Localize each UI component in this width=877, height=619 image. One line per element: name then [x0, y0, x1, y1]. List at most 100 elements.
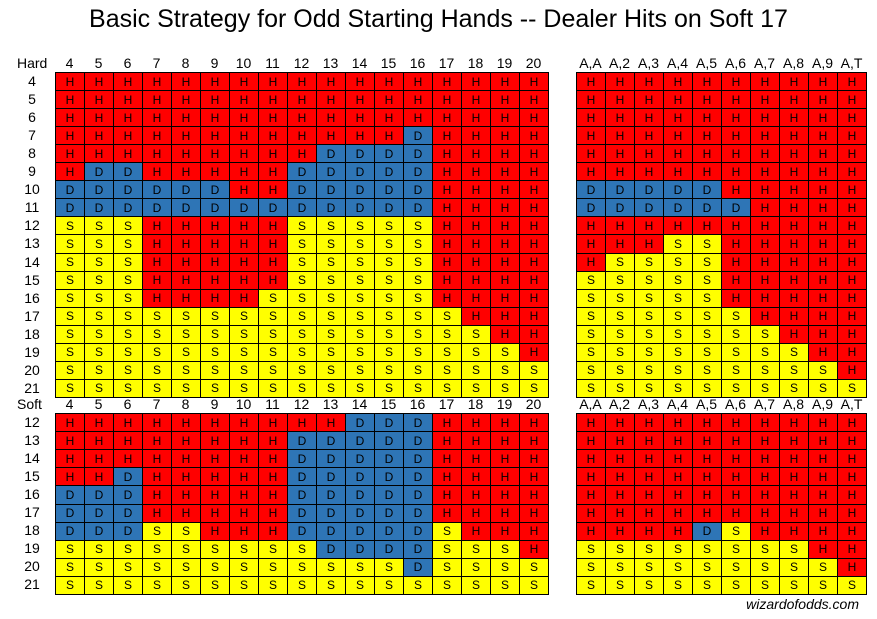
row-header: 18: [24, 522, 40, 539]
strategy-cell: S: [635, 325, 663, 343]
strategy-cell: H: [433, 486, 461, 504]
strategy-cell: D: [346, 181, 374, 199]
strategy-cell: H: [230, 468, 258, 486]
strategy-cell: H: [635, 145, 663, 163]
strategy-cell: D: [606, 199, 634, 217]
strategy-cell: S: [664, 361, 692, 379]
column-header: 4: [65, 396, 74, 412]
row-header: 18: [24, 325, 40, 342]
strategy-cell: S: [143, 379, 171, 397]
strategy-cell: H: [693, 73, 721, 91]
strategy-cell: S: [491, 558, 519, 576]
strategy-cell: H: [780, 127, 808, 145]
strategy-cell: H: [664, 127, 692, 145]
strategy-cell: S: [751, 540, 779, 558]
strategy-cell: S: [114, 235, 142, 253]
strategy-cell: S: [317, 343, 345, 361]
strategy-cell: S: [259, 540, 287, 558]
strategy-cell: S: [780, 343, 808, 361]
strategy-cell: H: [722, 486, 750, 504]
strategy-cell: D: [85, 486, 113, 504]
strategy-cell: S: [56, 271, 84, 289]
strategy-cell: H: [780, 145, 808, 163]
column-header: A,2: [608, 55, 630, 71]
strategy-cell: H: [780, 504, 808, 522]
strategy-cell: S: [346, 558, 374, 576]
strategy-cell: D: [577, 199, 605, 217]
row-header: 11: [24, 199, 40, 216]
strategy-cell: H: [491, 325, 519, 343]
column-header: 15: [380, 396, 397, 412]
strategy-cell: H: [85, 468, 113, 486]
strategy-cell: S: [375, 379, 403, 397]
strategy-cell: H: [433, 199, 461, 217]
strategy-cell: S: [172, 558, 200, 576]
strategy-cell: H: [230, 235, 258, 253]
strategy-cell: S: [230, 361, 258, 379]
strategy-cell: H: [259, 486, 287, 504]
strategy-cell: H: [664, 217, 692, 235]
strategy-cell: H: [577, 253, 605, 271]
strategy-cell: H: [201, 414, 229, 432]
strategy-cell: S: [288, 379, 316, 397]
strategy-cell: H: [635, 522, 663, 540]
strategy-cell: S: [606, 253, 634, 271]
strategy-cell: S: [85, 558, 113, 576]
strategy-cell: H: [520, 271, 548, 289]
strategy-cell: H: [635, 91, 663, 109]
strategy-cell: S: [143, 522, 171, 540]
strategy-cell: H: [577, 486, 605, 504]
strategy-cell: H: [462, 181, 490, 199]
strategy-cell: H: [606, 522, 634, 540]
strategy-cell: H: [751, 522, 779, 540]
strategy-cell: H: [462, 127, 490, 145]
strategy-cell: H: [606, 91, 634, 109]
strategy-cell: S: [56, 217, 84, 235]
strategy-cell: S: [433, 540, 461, 558]
strategy-cell: S: [346, 361, 374, 379]
strategy-cell: S: [577, 325, 605, 343]
strategy-cell: H: [259, 181, 287, 199]
strategy-cell: S: [664, 289, 692, 307]
strategy-cell: H: [433, 163, 461, 181]
strategy-cell: H: [172, 235, 200, 253]
strategy-cell: H: [201, 271, 229, 289]
strategy-cell: D: [375, 540, 403, 558]
strategy-cell: H: [259, 450, 287, 468]
row-header: 21: [24, 379, 40, 396]
strategy-cell: H: [259, 163, 287, 181]
strategy-cell: H: [780, 486, 808, 504]
strategy-cell: S: [635, 558, 663, 576]
strategy-cell: H: [143, 432, 171, 450]
strategy-cell: D: [635, 181, 663, 199]
strategy-cell: H: [751, 199, 779, 217]
strategy-cell: H: [838, 325, 866, 343]
strategy-cell: H: [143, 504, 171, 522]
strategy-cell: H: [491, 163, 519, 181]
strategy-cell: H: [172, 163, 200, 181]
strategy-cell: S: [85, 217, 113, 235]
strategy-cell: S: [259, 307, 287, 325]
strategy-cell: H: [780, 414, 808, 432]
strategy-cell: H: [838, 522, 866, 540]
strategy-cell: D: [346, 540, 374, 558]
strategy-cell: D: [172, 199, 200, 217]
strategy-cell: H: [491, 522, 519, 540]
strategy-cell: H: [520, 450, 548, 468]
strategy-cell: H: [201, 127, 229, 145]
strategy-cell: H: [433, 289, 461, 307]
row-header: 14: [24, 450, 40, 467]
strategy-cell: H: [172, 271, 200, 289]
strategy-cell: H: [114, 414, 142, 432]
strategy-cell: H: [288, 73, 316, 91]
strategy-cell: H: [172, 127, 200, 145]
strategy-cell: H: [780, 217, 808, 235]
strategy-cell: H: [288, 109, 316, 127]
strategy-cell: H: [606, 486, 634, 504]
strategy-cell: H: [462, 199, 490, 217]
strategy-cell: S: [346, 289, 374, 307]
strategy-cell: D: [317, 468, 345, 486]
strategy-cell: H: [346, 91, 374, 109]
strategy-cell: H: [85, 414, 113, 432]
strategy-cell: S: [143, 343, 171, 361]
